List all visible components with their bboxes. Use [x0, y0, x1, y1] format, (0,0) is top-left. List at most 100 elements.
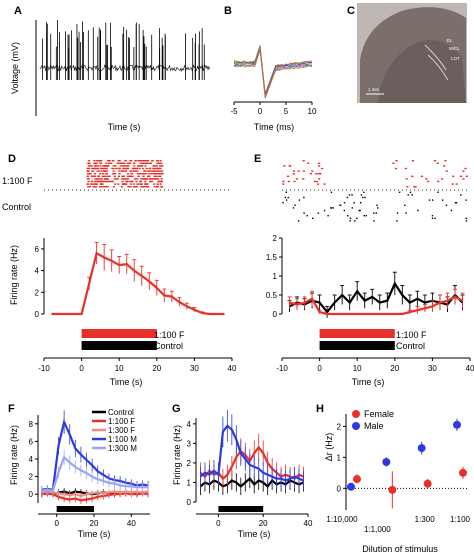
raster-mark	[101, 180, 104, 183]
axis-label-y-f: Firing rate (Hz)	[9, 425, 19, 485]
tick-label-x: 20	[259, 519, 268, 528]
raster-mark	[349, 220, 351, 222]
raster-mark	[112, 189, 113, 191]
raster-mark	[414, 186, 417, 188]
raster-mark	[99, 173, 102, 175]
raster-mark	[97, 160, 101, 162]
raster-mark	[363, 191, 365, 193]
tick-label-y: 0	[273, 310, 278, 319]
raster-mark	[282, 183, 285, 185]
label-lot: LOT	[451, 56, 460, 61]
tick-label-y: 2	[187, 459, 192, 468]
raster-mark	[56, 189, 57, 191]
raster-mark	[465, 199, 467, 201]
raster-mark	[93, 173, 97, 175]
raster-mark	[378, 189, 379, 191]
raster-mark	[287, 175, 290, 177]
raster-mark	[377, 207, 379, 209]
raster-mark	[160, 189, 161, 191]
raster-mark	[445, 204, 448, 206]
raster-mark	[338, 189, 339, 191]
raster-mark	[382, 189, 383, 191]
raster-mark	[434, 217, 436, 219]
raster-mark	[450, 189, 451, 191]
raster-mark	[462, 170, 465, 172]
raster-mark	[466, 189, 467, 191]
raster-mark	[451, 183, 454, 185]
raster-mark	[119, 165, 122, 167]
raster-mark	[96, 178, 99, 180]
raster-mark	[145, 178, 148, 180]
raster-mark	[118, 173, 121, 175]
raster-mark	[156, 160, 159, 162]
raster-mark	[128, 180, 131, 183]
raster-mark	[90, 165, 93, 167]
raster-mark	[148, 167, 151, 170]
raster-mark	[111, 180, 114, 183]
raster-mark	[100, 189, 101, 191]
scatter-point-blue	[347, 482, 355, 491]
tick-label-x: 40	[127, 519, 136, 528]
raster-mark	[94, 186, 97, 188]
raster-mark	[102, 186, 105, 188]
raster-mark	[464, 167, 467, 170]
label-micl: MiCL	[449, 46, 460, 51]
raster-mark	[298, 189, 299, 191]
tick-label-y: 2	[273, 234, 278, 243]
axis-label-x-b: Time (ms)	[254, 122, 294, 132]
raster-mark	[458, 189, 459, 191]
axis-label-x-e: Time (s)	[352, 377, 385, 387]
waveform	[233, 46, 313, 95]
panel-label-f: F	[8, 403, 15, 415]
raster-mark	[117, 183, 120, 185]
raster-mark	[129, 160, 132, 162]
raster-mark	[125, 180, 128, 183]
raster-mark	[117, 160, 120, 162]
raster-mark	[152, 183, 156, 185]
raster-mark	[125, 165, 128, 167]
raster-mark	[96, 183, 99, 185]
raster-mark	[445, 170, 448, 172]
raster-mark	[437, 180, 440, 183]
raster-mark	[88, 189, 89, 191]
tick-label-y: 4	[35, 267, 40, 276]
raster-mark	[138, 167, 141, 170]
raster-mark	[404, 204, 406, 206]
raster-mark	[147, 175, 150, 177]
raster-mark	[317, 183, 320, 185]
raster-mark	[375, 212, 377, 214]
raster-mark	[95, 180, 98, 183]
raster-mark	[330, 207, 332, 209]
raster-mark	[160, 186, 163, 188]
raster-mark	[318, 165, 321, 167]
category-label: 1:1,000	[364, 525, 391, 534]
raster-mark	[460, 175, 463, 177]
raster-mark	[160, 165, 163, 167]
tick-label-y: 4	[187, 420, 192, 429]
tick-label-x: 10	[353, 364, 362, 373]
tick-label-y: 4	[29, 455, 34, 464]
series-line-blue	[199, 424, 304, 482]
raster-mark	[396, 212, 399, 214]
raster-mark	[100, 186, 103, 188]
raster-mark	[92, 175, 95, 177]
raster-mark	[140, 173, 143, 175]
tick-label-y: 0.5	[266, 291, 278, 300]
raster-mark	[360, 194, 363, 196]
raster-mark	[302, 178, 305, 180]
stimulus-bar-black	[319, 341, 395, 350]
raster-mark	[394, 167, 397, 170]
raster-mark	[94, 165, 98, 167]
raster-mark	[326, 189, 327, 191]
raster-mark	[153, 170, 156, 172]
raster-mark	[142, 175, 145, 177]
scatter-point-red	[388, 485, 397, 494]
raster-mark	[122, 165, 125, 167]
raster-mark	[135, 186, 138, 188]
raster-mark	[104, 175, 107, 177]
raster-mark	[87, 183, 90, 185]
raster-mark	[297, 220, 300, 222]
raster-mark	[431, 215, 434, 217]
